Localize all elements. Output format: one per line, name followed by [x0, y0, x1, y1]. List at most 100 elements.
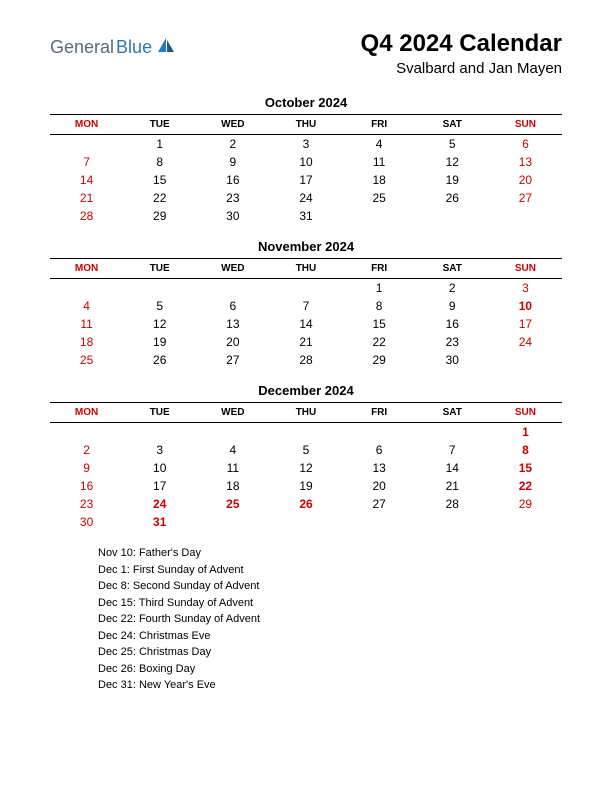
calendar-cell: 24	[489, 333, 562, 351]
calendar-table: MONTUEWEDTHUFRISATSUN1234567891011121314…	[50, 258, 562, 369]
day-header: MON	[50, 403, 123, 423]
calendar-cell: 26	[123, 351, 196, 369]
calendar-cell: 21	[269, 333, 342, 351]
calendars-container: October 2024MONTUEWEDTHUFRISATSUN1234567…	[50, 95, 562, 531]
calendar-cell: 9	[196, 153, 269, 171]
calendar-cell: 22	[489, 477, 562, 495]
calendar-cell: 4	[50, 297, 123, 315]
calendar-cell: 27	[196, 351, 269, 369]
calendar-cell: 21	[416, 477, 489, 495]
calendar-row: 16171819202122	[50, 477, 562, 495]
calendar-cell: 14	[269, 315, 342, 333]
calendar-cell: 1	[123, 135, 196, 154]
calendar-cell: 3	[489, 279, 562, 298]
calendar-table: MONTUEWEDTHUFRISATSUN1234567891011121314…	[50, 114, 562, 225]
month-block: November 2024MONTUEWEDTHUFRISATSUN123456…	[50, 239, 562, 369]
calendar-cell: 27	[343, 495, 416, 513]
calendar-cell: 18	[50, 333, 123, 351]
holiday-item: Dec 25: Christmas Day	[98, 644, 562, 661]
holiday-item: Dec 26: Boxing Day	[98, 661, 562, 678]
day-header: SUN	[489, 259, 562, 279]
calendar-row: 11121314151617	[50, 315, 562, 333]
calendar-cell: 29	[123, 207, 196, 225]
calendar-cell: 5	[269, 441, 342, 459]
calendar-cell: 4	[196, 441, 269, 459]
calendar-cell	[196, 513, 269, 531]
calendar-cell: 11	[50, 315, 123, 333]
calendar-cell	[416, 423, 489, 442]
calendar-row: 123456	[50, 135, 562, 154]
logo-text-general: General	[50, 37, 114, 58]
calendar-cell	[343, 423, 416, 442]
day-header: SAT	[416, 115, 489, 135]
calendar-cell: 24	[123, 495, 196, 513]
calendar-cell: 29	[489, 495, 562, 513]
holidays-list: Nov 10: Father's DayDec 1: First Sunday …	[98, 545, 562, 694]
calendar-cell	[416, 207, 489, 225]
calendar-row: 45678910	[50, 297, 562, 315]
day-header: MON	[50, 115, 123, 135]
calendar-cell: 25	[343, 189, 416, 207]
calendar-cell	[123, 279, 196, 298]
calendar-cell: 18	[343, 171, 416, 189]
calendar-row: 252627282930	[50, 351, 562, 369]
day-header: THU	[269, 403, 342, 423]
calendar-cell: 13	[343, 459, 416, 477]
calendar-row: 23242526272829	[50, 495, 562, 513]
calendar-cell: 17	[489, 315, 562, 333]
calendar-cell	[489, 351, 562, 369]
month-block: October 2024MONTUEWEDTHUFRISATSUN1234567…	[50, 95, 562, 225]
calendar-cell: 8	[489, 441, 562, 459]
calendar-cell: 22	[123, 189, 196, 207]
calendar-cell: 15	[343, 315, 416, 333]
logo-text-blue: Blue	[116, 37, 152, 58]
calendar-cell	[489, 207, 562, 225]
day-header: SUN	[489, 403, 562, 423]
calendar-cell: 8	[123, 153, 196, 171]
calendar-cell: 24	[269, 189, 342, 207]
calendar-cell: 7	[50, 153, 123, 171]
calendar-row: 123	[50, 279, 562, 298]
day-header: TUE	[123, 403, 196, 423]
holiday-item: Dec 15: Third Sunday of Advent	[98, 595, 562, 612]
calendar-cell: 25	[196, 495, 269, 513]
calendar-cell: 11	[196, 459, 269, 477]
calendar-cell: 7	[269, 297, 342, 315]
calendar-cell: 10	[269, 153, 342, 171]
calendar-cell	[343, 513, 416, 531]
calendar-cell: 29	[343, 351, 416, 369]
calendar-cell	[343, 207, 416, 225]
calendar-cell: 12	[123, 315, 196, 333]
calendar-cell: 28	[269, 351, 342, 369]
sail-icon	[156, 36, 176, 59]
day-header: THU	[269, 115, 342, 135]
day-header: TUE	[123, 259, 196, 279]
month-title: November 2024	[50, 239, 562, 254]
calendar-cell	[269, 513, 342, 531]
calendar-cell: 26	[269, 495, 342, 513]
calendar-cell: 18	[196, 477, 269, 495]
calendar-cell: 1	[343, 279, 416, 298]
calendar-cell: 30	[196, 207, 269, 225]
calendar-cell: 30	[50, 513, 123, 531]
calendar-cell: 23	[50, 495, 123, 513]
day-header: FRI	[343, 115, 416, 135]
calendar-cell	[489, 513, 562, 531]
calendar-cell: 9	[416, 297, 489, 315]
calendar-cell	[416, 513, 489, 531]
calendar-cell	[50, 423, 123, 442]
calendar-cell: 15	[123, 171, 196, 189]
day-header: WED	[196, 115, 269, 135]
calendar-row: 3031	[50, 513, 562, 531]
calendar-cell: 3	[269, 135, 342, 154]
calendar-cell	[269, 423, 342, 442]
calendar-cell: 13	[196, 315, 269, 333]
calendar-cell: 19	[416, 171, 489, 189]
calendar-cell: 19	[123, 333, 196, 351]
calendar-cell	[50, 279, 123, 298]
calendar-cell: 2	[50, 441, 123, 459]
calendar-cell: 14	[416, 459, 489, 477]
day-header: SAT	[416, 259, 489, 279]
calendar-cell: 17	[269, 171, 342, 189]
day-header: SAT	[416, 403, 489, 423]
